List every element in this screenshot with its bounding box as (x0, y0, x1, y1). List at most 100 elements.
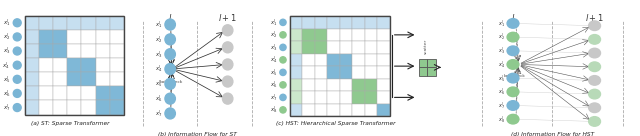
Circle shape (165, 93, 175, 104)
Bar (327, 29, 340, 41)
Text: $l$: $l$ (511, 12, 515, 23)
Text: $x_1^l$: $x_1^l$ (3, 17, 10, 28)
Circle shape (589, 103, 600, 113)
Bar (302, 16, 315, 29)
Bar (340, 91, 353, 104)
Bar (39, 44, 53, 58)
Text: $l+1$: $l+1$ (218, 12, 237, 23)
Bar (378, 79, 390, 91)
Bar (25, 101, 39, 115)
Text: $x_{5}^l$: $x_{5}^l$ (498, 73, 504, 84)
Bar (109, 101, 124, 115)
Bar (315, 16, 327, 29)
Circle shape (589, 62, 600, 72)
Bar (109, 44, 124, 58)
Circle shape (165, 64, 175, 75)
Circle shape (165, 19, 175, 30)
Text: $x_{4}^l$: $x_{4}^l$ (498, 59, 504, 70)
Circle shape (13, 61, 21, 69)
Circle shape (507, 101, 519, 110)
Bar (25, 86, 39, 101)
Bar (340, 79, 353, 91)
Circle shape (13, 89, 21, 97)
Bar (340, 41, 353, 54)
Bar (81, 30, 95, 44)
Circle shape (223, 25, 233, 36)
Bar (81, 44, 95, 58)
Bar (290, 16, 302, 29)
Bar (109, 30, 124, 44)
Text: $x_{1}^l$: $x_{1}^l$ (498, 18, 504, 29)
Bar (81, 101, 95, 115)
Bar (378, 41, 390, 54)
Text: $x_8^l$: $x_8^l$ (270, 104, 277, 115)
Bar (53, 72, 67, 86)
Bar (290, 54, 302, 66)
Bar (53, 58, 67, 72)
Bar (327, 16, 340, 29)
Text: $x_{5}^l$: $x_{5}^l$ (156, 78, 163, 89)
Text: (d) Information Flow for HST: (d) Information Flow for HST (511, 132, 594, 136)
Bar (340, 66, 353, 79)
Bar (290, 66, 302, 79)
Bar (378, 66, 390, 79)
Bar (25, 16, 124, 115)
Circle shape (507, 114, 519, 124)
Bar (95, 72, 109, 86)
Bar (365, 66, 378, 79)
Circle shape (280, 44, 286, 50)
Bar (365, 16, 378, 29)
Bar (365, 79, 378, 91)
Bar (302, 29, 315, 41)
Bar (353, 41, 365, 54)
Bar (315, 41, 327, 54)
Bar (53, 86, 67, 101)
Bar (353, 29, 365, 41)
Bar (95, 101, 109, 115)
Text: $x_7^l$: $x_7^l$ (3, 102, 10, 113)
Bar (25, 58, 39, 72)
Circle shape (507, 87, 519, 97)
Bar (290, 104, 302, 116)
Circle shape (165, 78, 175, 89)
Text: $x_2^l$: $x_2^l$ (270, 30, 277, 40)
Bar (365, 29, 378, 41)
Circle shape (13, 33, 21, 41)
Circle shape (589, 21, 600, 30)
Bar (290, 16, 390, 116)
Bar (81, 86, 95, 101)
Bar (290, 91, 302, 104)
Text: bottleneck: bottleneck (159, 80, 183, 84)
Bar (67, 30, 81, 44)
Circle shape (165, 34, 175, 45)
Bar (353, 54, 365, 66)
Bar (302, 79, 315, 91)
Circle shape (589, 35, 600, 44)
Bar (315, 104, 327, 116)
Text: $x_4^l$: $x_4^l$ (3, 60, 10, 71)
Bar (290, 29, 302, 41)
Bar (340, 16, 353, 29)
Bar (419, 59, 428, 67)
Bar (95, 58, 109, 72)
Bar (95, 44, 109, 58)
Text: $x_5^l$: $x_5^l$ (270, 67, 277, 78)
Text: (a) ST: Sparse Transformer: (a) ST: Sparse Transformer (31, 120, 109, 126)
Circle shape (589, 89, 600, 99)
Bar (39, 101, 53, 115)
Bar (315, 79, 327, 91)
Circle shape (507, 32, 519, 42)
Bar (53, 16, 67, 30)
Bar (428, 59, 436, 67)
Bar (81, 16, 95, 30)
Text: $x_{7}^l$: $x_{7}^l$ (498, 100, 504, 111)
Bar (39, 16, 53, 30)
Bar (302, 54, 315, 66)
Text: $x_{3}^l$: $x_{3}^l$ (155, 49, 163, 60)
Bar (340, 54, 353, 66)
Text: $x_5^l$: $x_5^l$ (3, 74, 10, 85)
Circle shape (223, 76, 233, 87)
Bar (290, 79, 302, 91)
Bar (25, 44, 39, 58)
Circle shape (589, 48, 600, 58)
